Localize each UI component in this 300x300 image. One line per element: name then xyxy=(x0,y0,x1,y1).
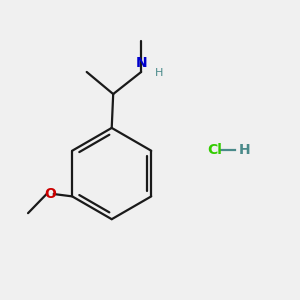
Text: H: H xyxy=(155,68,164,78)
Text: Cl: Cl xyxy=(207,143,222,157)
Text: N: N xyxy=(135,56,147,70)
Text: H: H xyxy=(238,143,250,157)
Text: O: O xyxy=(44,187,56,201)
